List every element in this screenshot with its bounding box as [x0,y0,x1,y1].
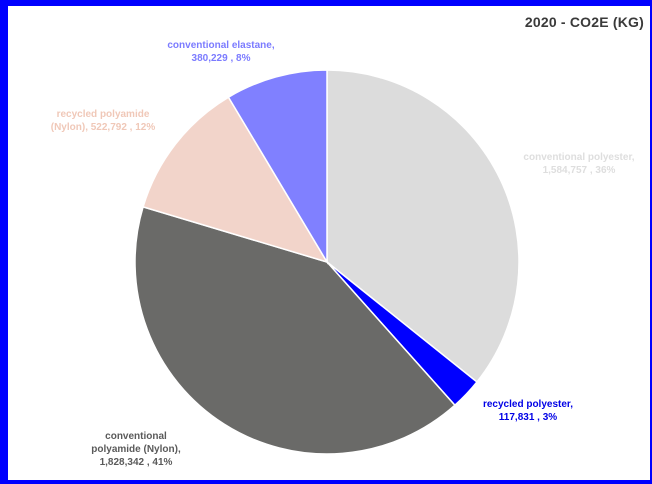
pie-chart [134,69,520,455]
label-line: conventional elastane, [167,40,275,51]
label-line: conventional [105,431,167,442]
label-recycled-polyamide: recycled polyamide (Nylon), 522,792 , 12… [28,108,178,134]
pie-slice-conventional-polyamide-nylon [134,205,456,455]
label-conventional-polyamide: conventional polyamide (Nylon), 1,828,34… [66,430,206,469]
label-line: recycled polyamide [56,109,150,120]
label-line: 117,831 , 3% [498,412,558,423]
label-line: recycled polyester, [482,399,574,410]
pie-slice-conventional-elastane [227,69,328,265]
label-line: 1,584,757 , 36% [542,165,616,176]
label-line: polyamide (Nylon), [91,444,181,455]
label-conventional-polyester: conventional polyester, 1,584,757 , 36% [504,151,652,177]
label-line: (Nylon), 522,792 , 12% [50,122,156,133]
label-line: 380,229 , 8% [191,53,251,64]
label-line: 1,828,342 , 41% [99,457,173,468]
chart-frame: 2020 - CO2E (KG) conventional polyester,… [8,6,650,480]
chart-title: 2020 - CO2E (KG) [524,14,644,30]
pie-slice-recycled-polyamide-nylon [142,96,329,264]
label-conventional-elastane: conventional elastane, 380,229 , 8% [146,39,296,65]
pie-slice-conventional-polyester [326,69,520,384]
label-line: conventional polyester, [523,152,635,163]
label-recycled-polyester: recycled polyester, 117,831 , 3% [463,398,593,424]
